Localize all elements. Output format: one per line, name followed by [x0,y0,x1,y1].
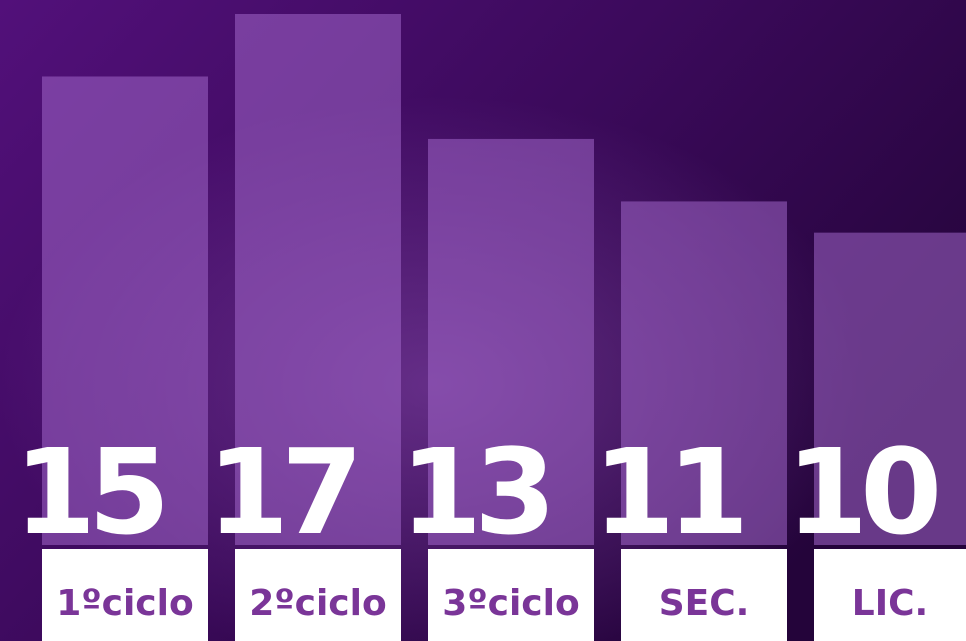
value-label: 10 [786,423,937,561]
value-label: 15 [14,423,162,561]
category-label: SEC. [659,583,750,624]
chart: 15 1ºciclo 17 2ºciclo 13 3ºciclo 11 SEC. 10 LIC. [0,0,966,641]
value-label: 13 [400,423,548,561]
category-label: 3ºciclo [442,583,579,624]
category-label: LIC. [852,583,928,624]
value-label: 11 [593,423,741,561]
category-label: 1ºciclo [56,583,193,624]
category-label: 2ºciclo [249,583,386,624]
value-label: 17 [207,423,355,561]
